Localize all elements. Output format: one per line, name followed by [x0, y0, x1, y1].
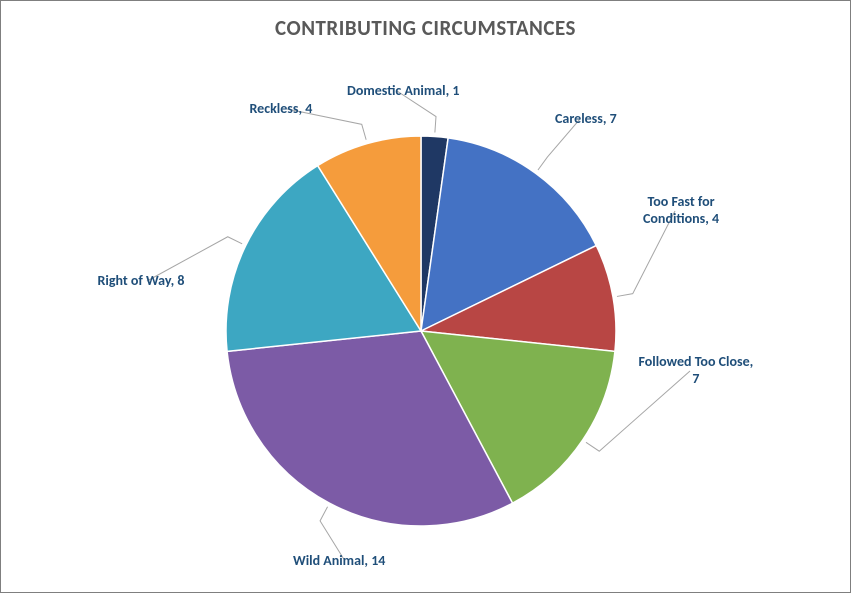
data-label: Wild Animal, 14 — [293, 553, 385, 570]
chart-container: CONTRIBUTING CIRCUMSTANCES Domestic Anim… — [0, 0, 851, 593]
data-label: Followed Too Close, 7 — [639, 354, 754, 388]
data-label: Right of Way, 8 — [98, 273, 185, 290]
data-label: Too Fast for Conditions, 4 — [643, 194, 719, 228]
data-label: Reckless, 4 — [250, 101, 313, 118]
data-label: Careless, 7 — [555, 111, 617, 128]
data-label: Domestic Animal, 1 — [347, 83, 459, 100]
